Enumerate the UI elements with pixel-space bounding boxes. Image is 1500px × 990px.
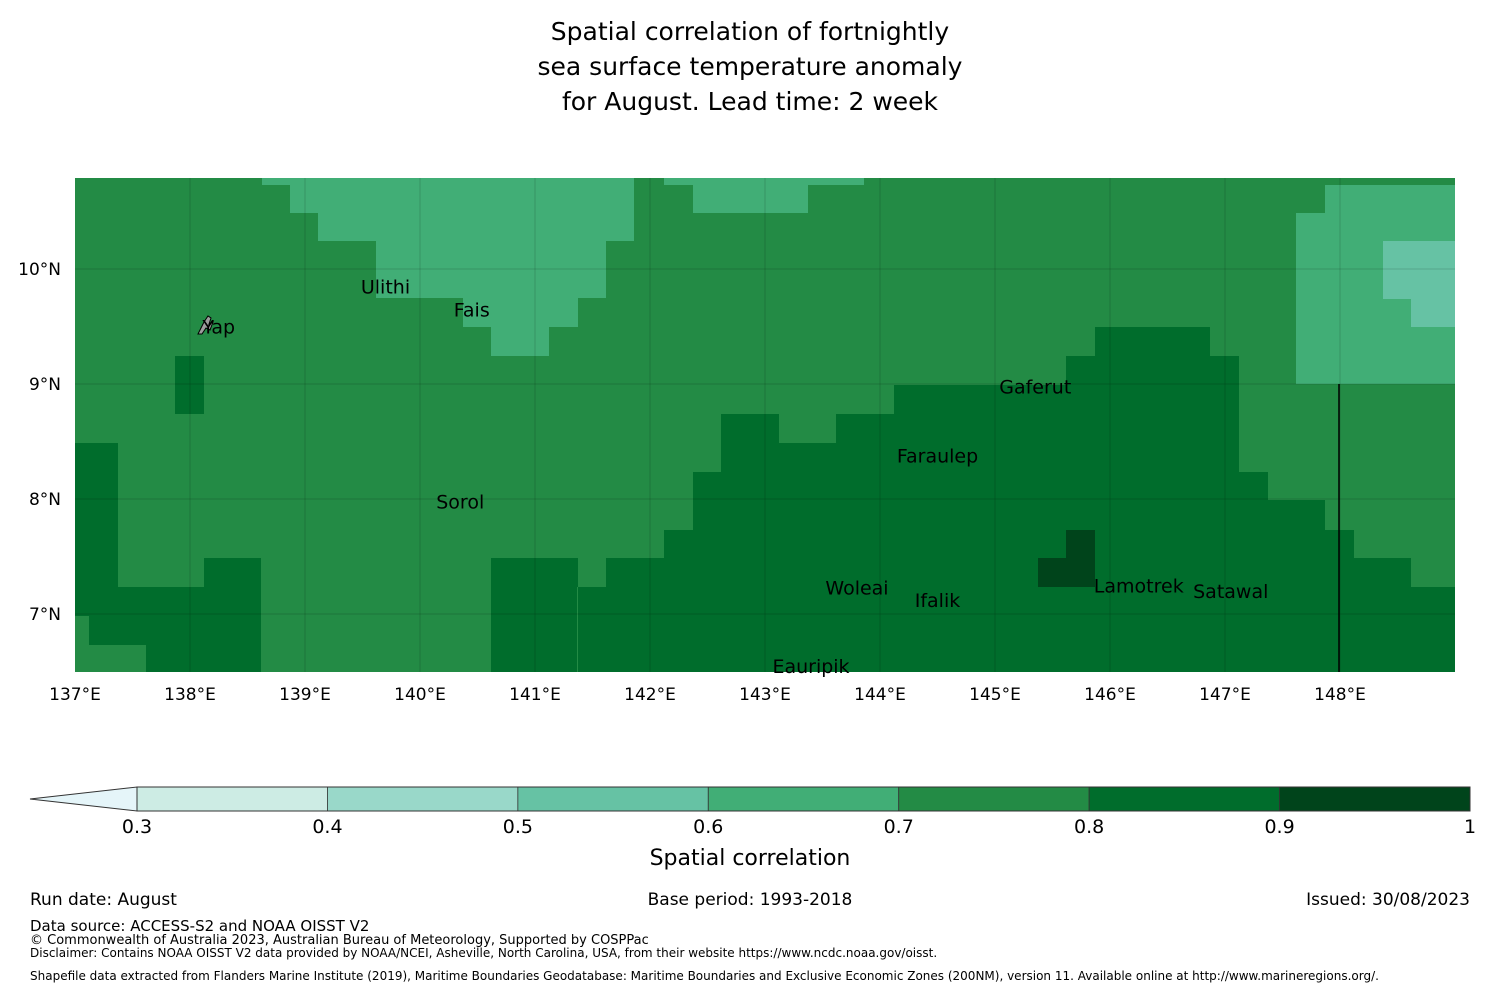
- colorbar-swatch: [898, 786, 1090, 812]
- grid-cell: [664, 178, 864, 185]
- longitude-label: 143°E: [739, 685, 791, 705]
- longitude-label: 148°E: [1314, 685, 1366, 705]
- grid-cell: [578, 587, 606, 672]
- longitude-label: 140°E: [394, 685, 446, 705]
- grid-cell: [1095, 327, 1210, 672]
- latitude-label: 8°N: [29, 490, 61, 510]
- colorbar-tick-label: 0.5: [502, 816, 533, 838]
- place-label: Yap: [201, 317, 235, 339]
- issued-date: Issued: 30/08/2023: [1306, 890, 1470, 910]
- grid-cell: [520, 558, 578, 587]
- longitude-label: 139°E: [279, 685, 331, 705]
- colorbar-tick-label: 0.3: [121, 816, 153, 838]
- grid-cell: [89, 616, 146, 645]
- longitude-label: 142°E: [624, 685, 676, 705]
- colorbar-extend-arrow: [29, 786, 138, 812]
- colorbar-frame: [136, 786, 1471, 812]
- copyright: © Commonwealth of Australia 2023, Austra…: [30, 933, 649, 948]
- grid-cell: [290, 185, 634, 213]
- run-date: Run date: August: [30, 890, 177, 910]
- grid-cell: [318, 213, 634, 241]
- grid-cell: [1239, 472, 1268, 672]
- place-label: Ulithi: [361, 276, 410, 298]
- colorbar-swatch: [1088, 786, 1280, 812]
- base-period: Base period: 1993-2018: [647, 890, 853, 910]
- grid-cell: [1066, 530, 1095, 587]
- grid-cell: [1268, 500, 1325, 672]
- colorbar-swatch: [1279, 786, 1471, 812]
- place-label: Faraulep: [897, 445, 978, 467]
- grid-cell: [1325, 185, 1455, 213]
- colorbar-swatch: [327, 786, 519, 812]
- grid-cell: [721, 414, 779, 672]
- place-label: Woleai: [825, 578, 888, 600]
- longitude-label: 145°E: [969, 685, 1021, 705]
- longitude-label: 137°E: [49, 685, 101, 705]
- grid-cell: [262, 178, 634, 185]
- place-labels: Yap Ulithi Fais Gaferut Faraulep Sorol Woleai I…: [201, 276, 1268, 678]
- grid-cell: [463, 298, 578, 327]
- colorbar-tick-label: 0.9: [1264, 816, 1295, 838]
- grid-cell: [75, 587, 261, 616]
- correlation-grid: [75, 178, 1455, 672]
- grid-cell: [693, 472, 721, 672]
- data-source: Data source: ACCESS-S2 and NOAA OISST V2: [30, 917, 370, 935]
- grid-cell: [779, 443, 836, 672]
- grid-cell: [1210, 356, 1239, 672]
- longitude-label: 141°E: [509, 685, 561, 705]
- longitude-label: 144°E: [854, 685, 906, 705]
- colorbar-swatch: [517, 786, 709, 812]
- colorbar-swatch: [136, 786, 328, 812]
- colorbar-swatch: [707, 786, 900, 812]
- grid-cell: [1383, 241, 1455, 299]
- place-label: Eauripik: [772, 656, 849, 678]
- longitude-label: 146°E: [1084, 685, 1136, 705]
- place-label: Gaferut: [999, 376, 1071, 398]
- map-gridlines: [75, 178, 1455, 672]
- latitude-labels: 10°N 9°N 8°N 7°N: [18, 260, 61, 625]
- colorbar-tick-label: 1: [1463, 816, 1477, 838]
- colorbar-tick-label: 0.4: [312, 816, 343, 838]
- grid-cell: [894, 385, 1066, 672]
- place-label: Sorol: [436, 491, 484, 513]
- latitude-label: 10°N: [18, 260, 61, 280]
- grid-cell: [693, 185, 808, 213]
- grid-cell: [376, 241, 606, 270]
- grid-cell: [491, 327, 549, 356]
- grid-cell: [75, 443, 118, 587]
- latitude-label: 7°N: [29, 605, 61, 625]
- colorbar-tick-label: 0.8: [1074, 816, 1105, 838]
- title-line-1: Spatial correlation of fortnightly: [550, 17, 950, 46]
- colorbar-tick-label: 0.6: [693, 816, 724, 838]
- chart-title: Spatial correlation of fortnightly sea s…: [0, 14, 1500, 119]
- shapefile-credit: Shapefile data extracted from Flanders M…: [30, 969, 1379, 983]
- grid-cell: [1066, 356, 1095, 672]
- grid-cell: [1354, 558, 1411, 672]
- colorbar-tick-label: 0.7: [883, 816, 914, 838]
- colorbar-label: Spatial correlation: [649, 846, 851, 871]
- title-line-3: for August. Lead time: 2 week: [561, 87, 939, 116]
- place-label: Satawal: [1193, 581, 1268, 603]
- longitude-label: 147°E: [1199, 685, 1251, 705]
- grid-cell: [606, 558, 664, 672]
- grid-cell: [1411, 587, 1455, 672]
- grid-cell: [836, 414, 894, 672]
- grid-cell: [175, 645, 261, 672]
- place-label: Fais: [454, 299, 490, 321]
- grid-cell: [376, 270, 606, 298]
- colorbar: [29, 786, 1471, 812]
- grid-cell: [1411, 299, 1455, 327]
- grid-cell: [175, 356, 204, 414]
- place-label: Lamotrek: [1094, 575, 1184, 597]
- yap-island-icon: [197, 315, 214, 335]
- title-line-2: sea surface temperature anomaly: [537, 52, 963, 81]
- disclaimer: Disclaimer: Contains NOAA OISST V2 data …: [30, 946, 938, 960]
- place-label: Ifalik: [915, 590, 961, 612]
- grid-cell: [664, 530, 693, 672]
- latitude-label: 9°N: [29, 375, 61, 395]
- longitude-labels: 137°E 138°E 139°E 140°E 141°E 142°E 143°E 144°E…: [49, 685, 1366, 705]
- longitude-label: 138°E: [164, 685, 216, 705]
- grid-cell: [204, 558, 261, 587]
